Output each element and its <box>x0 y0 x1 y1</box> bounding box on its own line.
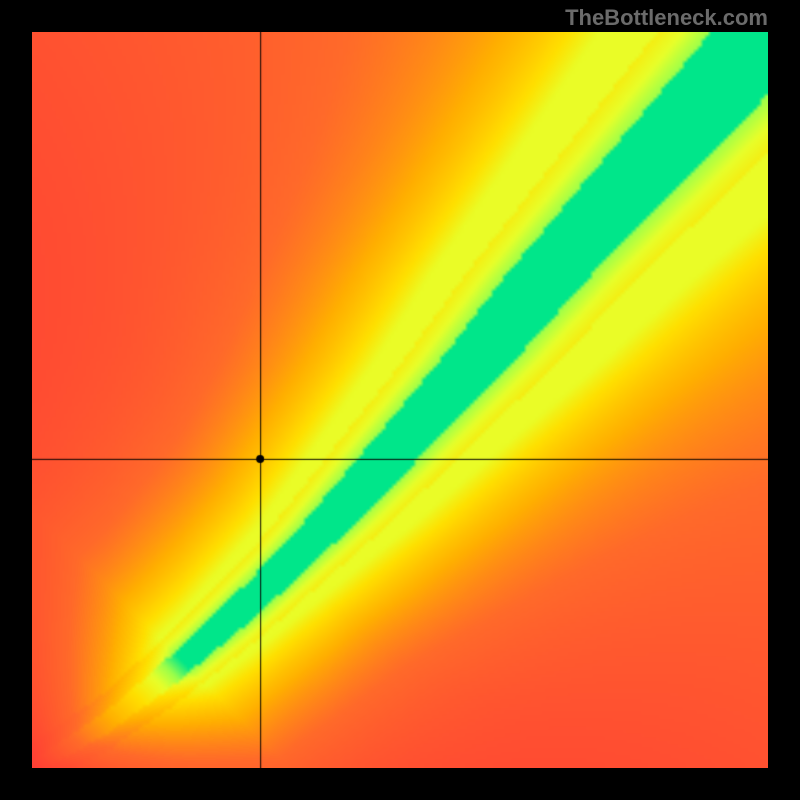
bottleneck-heatmap <box>32 32 768 768</box>
watermark-text: TheBottleneck.com <box>565 5 768 31</box>
chart-container: TheBottleneck.com <box>0 0 800 800</box>
